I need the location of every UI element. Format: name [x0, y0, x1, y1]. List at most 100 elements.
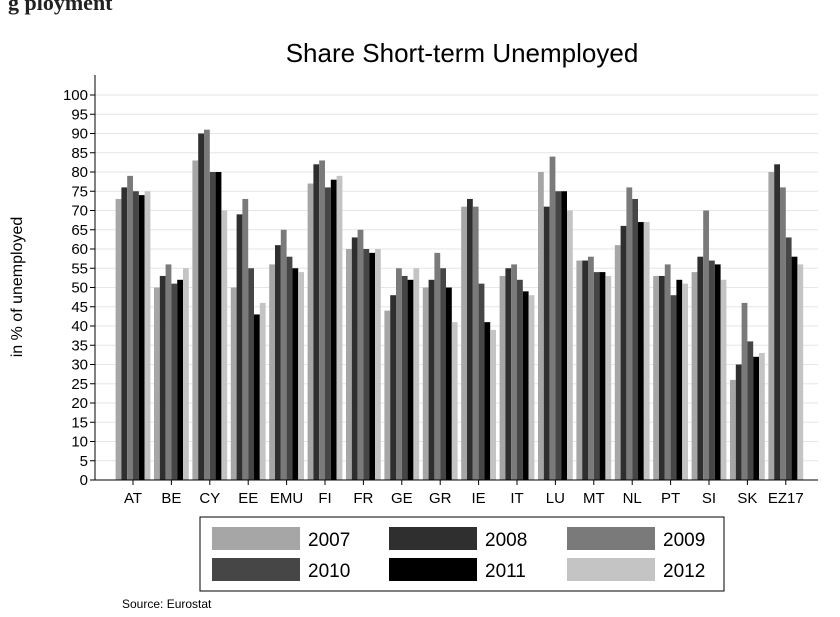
bar-SI-2012 — [720, 279, 727, 480]
legend-label-2011: 2011 — [485, 561, 526, 582]
bar-LU-2008 — [543, 206, 550, 480]
bar-AT-2009 — [127, 175, 133, 480]
bar-GR-2011 — [446, 287, 452, 480]
bar-NL-2008 — [620, 225, 627, 480]
bar-EZ17-2012 — [797, 264, 804, 480]
bar-EMU-2009 — [280, 229, 287, 480]
bar-PT-2008 — [659, 275, 665, 480]
bar-LU-2010 — [555, 191, 562, 480]
bar-IT-2011 — [522, 291, 529, 480]
y-tick-label-15: 15 — [71, 414, 88, 431]
x-tick-label-PT: PT — [661, 490, 680, 507]
y-tick-label-95: 95 — [71, 106, 88, 123]
bar-PT-2010 — [670, 295, 677, 480]
bar-NL-2010 — [632, 198, 638, 480]
bar-FI-2008 — [313, 164, 320, 481]
y-tick-label-55: 55 — [71, 260, 88, 277]
bar-BE-2008 — [159, 275, 166, 480]
source-note: Source: Eurostat — [122, 597, 212, 611]
cropped-header-text: g ployment — [0, 0, 840, 22]
bar-MT-2010 — [593, 272, 600, 480]
legend-swatch-2008 — [389, 527, 477, 550]
bar-CY-2008 — [198, 133, 204, 480]
legend-label-2009: 2009 — [663, 530, 705, 551]
bar-IE-2008 — [467, 198, 473, 480]
bar-NL-2012 — [643, 222, 650, 481]
bar-NL-2009 — [626, 187, 633, 480]
bar-CY-2007 — [192, 160, 199, 480]
bar-EZ17-2009 — [780, 187, 786, 480]
bar-GR-2008 — [428, 279, 435, 480]
bars — [115, 129, 804, 481]
bar-EZ17-2010 — [785, 237, 792, 480]
legend-swatch-2011 — [389, 558, 477, 581]
bar-EMU-2008 — [275, 245, 281, 480]
bar-FR-2008 — [351, 237, 358, 480]
y-tick-label-0: 0 — [80, 472, 88, 489]
legend-swatch-2007 — [212, 527, 300, 550]
bar-LU-2012 — [567, 210, 573, 480]
bar-IT-2008 — [505, 268, 512, 480]
bar-LU-2007 — [538, 172, 544, 480]
x-tick-label-EE: EE — [238, 490, 258, 507]
bar-MT-2012 — [605, 275, 612, 480]
bar-LU-2009 — [549, 156, 556, 480]
y-tick-label-80: 80 — [71, 164, 88, 181]
bar-EMU-2010 — [286, 256, 293, 480]
y-tick-label-5: 5 — [80, 453, 88, 470]
bar-CY-2009 — [204, 129, 210, 480]
legend-label-2007: 2007 — [308, 530, 350, 551]
bar-AT-2011 — [138, 195, 145, 480]
bar-SK-2008 — [735, 364, 742, 480]
bar-GR-2010 — [440, 268, 446, 480]
legend-label-2008: 2008 — [485, 530, 527, 551]
y-tick-label-45: 45 — [71, 299, 88, 316]
bar-MT-2009 — [588, 256, 594, 480]
bar-SK-2010 — [747, 341, 754, 480]
bar-SI-2009 — [703, 210, 709, 480]
legend-swatch-2009 — [567, 527, 655, 550]
bar-EE-2010 — [248, 268, 254, 480]
bar-AT-2010 — [133, 191, 139, 480]
bar-EMU-2011 — [292, 268, 299, 480]
bar-IT-2007 — [499, 275, 506, 480]
bar-SI-2007 — [691, 272, 698, 480]
bar-EZ17-2008 — [774, 164, 780, 481]
bar-EE-2011 — [254, 314, 260, 480]
x-tick-label-NL: NL — [623, 490, 642, 507]
bar-SK-2007 — [730, 379, 736, 480]
x-tick-label-LU: LU — [546, 490, 565, 507]
bar-GE-2009 — [396, 268, 402, 480]
y-tick-label-40: 40 — [71, 318, 88, 335]
bar-EE-2008 — [236, 214, 243, 480]
y-tick-label-50: 50 — [71, 280, 88, 297]
y-tick-label-90: 90 — [71, 126, 88, 143]
x-tick-label-SI: SI — [702, 490, 716, 507]
bar-FR-2011 — [369, 252, 375, 480]
bar-IE-2011 — [484, 322, 491, 480]
x-tick-label-FR: FR — [353, 490, 373, 507]
bar-GR-2012 — [451, 322, 458, 480]
bar-SI-2008 — [697, 256, 704, 480]
x-tick-label-CY: CY — [199, 490, 220, 507]
bar-FI-2010 — [325, 187, 331, 480]
bar-EE-2007 — [230, 287, 237, 480]
bar-AT-2007 — [115, 198, 122, 480]
y-tick-label-25: 25 — [71, 376, 88, 393]
bar-IT-2012 — [528, 295, 535, 480]
x-tick-label-SK: SK — [737, 490, 757, 507]
bar-BE-2007 — [154, 287, 160, 480]
bar-CY-2011 — [215, 172, 222, 480]
bar-NL-2007 — [614, 245, 621, 480]
bar-CY-2010 — [209, 172, 216, 480]
x-tick-label-BE: BE — [161, 490, 181, 507]
cropped-header-fragment: g ployment — [8, 0, 113, 15]
bar-GR-2009 — [434, 252, 441, 480]
bar-SK-2012 — [759, 352, 765, 480]
bar-IE-2009 — [472, 206, 479, 480]
chart-title: Share Short-term Unemployed — [286, 38, 639, 68]
x-tick-label-EMU: EMU — [270, 490, 303, 507]
bar-SK-2009 — [741, 302, 748, 480]
bar-IT-2010 — [517, 279, 523, 480]
bar-NL-2011 — [638, 222, 644, 481]
